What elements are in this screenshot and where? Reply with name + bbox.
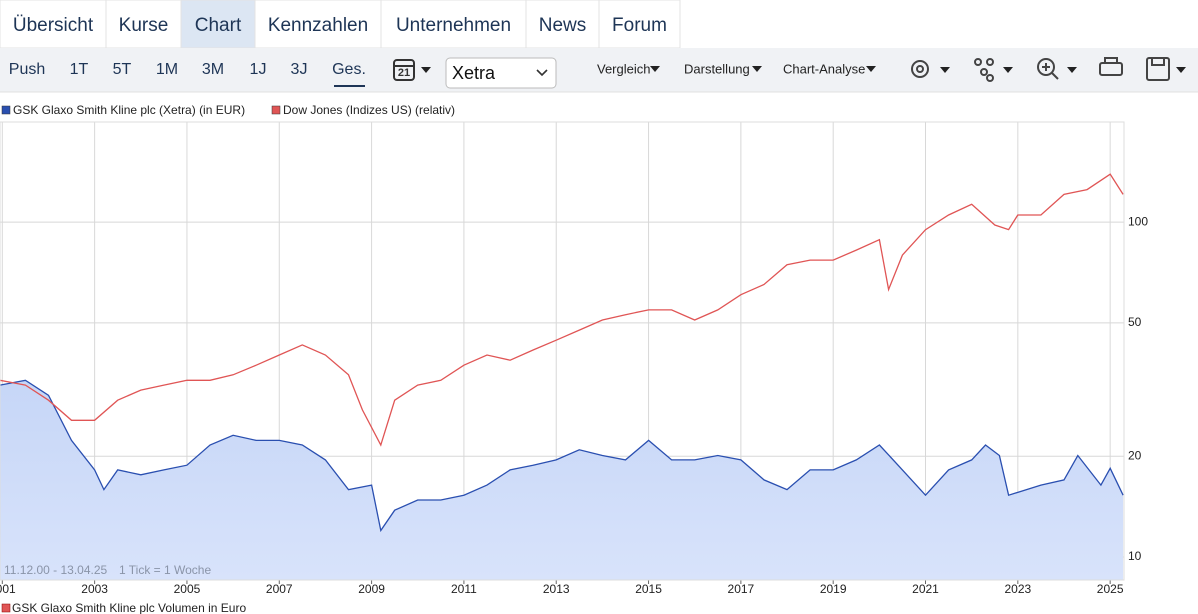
range-button[interactable]: 1J <box>250 61 267 78</box>
x-tick-label: 2011 <box>451 582 477 596</box>
tab-label: Kennzahlen <box>268 15 368 36</box>
y-tick-label: 50 <box>1128 315 1142 329</box>
range-button[interactable]: 1M <box>156 61 178 78</box>
y-tick-label: 100 <box>1128 214 1148 228</box>
range-button[interactable]: 3J <box>291 61 308 78</box>
legend-swatch <box>271 105 281 115</box>
toolbar-icons <box>911 57 1170 82</box>
menu-button[interactable]: Vergleich <box>597 61 650 76</box>
icon-arrows <box>940 67 1186 73</box>
volume-legend-swatch <box>1 603 11 613</box>
tab-label: Forum <box>612 15 667 36</box>
plot-area <box>0 173 1124 580</box>
legend-swatch <box>1 105 11 115</box>
toolbar-items: Push 1T 5T 1M 3M 1J 3J Ges. Vergleich Darstellung… <box>9 61 876 87</box>
exchange-value: Xetra <box>452 63 496 83</box>
range-button[interactable]: Ges. <box>332 61 366 78</box>
range-button[interactable]: 3M <box>202 61 224 78</box>
x-tick-label: 2001 <box>0 582 16 596</box>
x-tick-label: 2015 <box>635 582 662 596</box>
volume-title: GSK Glaxo Smith Kline plc Volumen in Eur… <box>12 601 246 614</box>
menu-button[interactable]: Chart-Analyse <box>783 61 865 76</box>
menu-arrow <box>866 66 876 72</box>
range-button[interactable]: 5T <box>113 61 132 78</box>
tab[interactable] <box>525 0 600 49</box>
dropdown-arrow <box>421 67 431 73</box>
toolbar <box>0 48 1198 92</box>
tick-note: 1 Tick = 1 Woche <box>119 563 211 577</box>
calendar-day: 21 <box>398 67 410 79</box>
tab[interactable] <box>0 0 107 49</box>
range-button[interactable]: Push <box>9 61 45 78</box>
tab-label: Unternehmen <box>396 15 511 36</box>
range-button[interactable]: 1T <box>70 61 89 78</box>
x-tick-label: 2025 <box>1097 582 1124 596</box>
x-tick-label: 2019 <box>820 582 847 596</box>
x-tick-label: 2013 <box>543 582 570 596</box>
select-arrow <box>536 69 548 77</box>
tab-label: Übersicht <box>13 15 94 36</box>
line <box>0 173 1124 447</box>
menu-arrow <box>752 66 762 72</box>
line <box>0 379 1124 533</box>
legend-label[interactable]: GSK Glaxo Smith Kline plc (Xetra) (in EU… <box>13 103 245 117</box>
x-tick-label: 2021 <box>912 582 939 596</box>
menu-button[interactable]: Darstellung <box>684 61 750 76</box>
x-tick-label: 2023 <box>1004 582 1031 596</box>
y-tick-label: 20 <box>1128 448 1142 462</box>
tab-label: Chart <box>195 15 242 36</box>
tab-bar: Übersicht Kurse Chart Kennzahlen Unternehmen… <box>0 0 681 49</box>
active-underline <box>334 85 365 87</box>
x-tick-label: 2007 <box>266 582 293 596</box>
legend-label[interactable]: Dow Jones (Indizes US) (relativ) <box>283 103 455 117</box>
share-icon[interactable] <box>974 58 982 66</box>
area <box>0 380 1124 580</box>
exchange-select[interactable] <box>445 57 557 89</box>
chart: 10 20 50 100 2001 2003 2005 2007 2009 2011 2013 201… <box>0 103 1148 596</box>
menu-arrow <box>650 66 660 72</box>
x-tick-label: 2005 <box>174 582 201 596</box>
period-text: 11.12.00 - 13.04.25 <box>4 563 108 577</box>
x-tick-label: 2009 <box>358 582 385 596</box>
calendar-icon <box>393 59 415 81</box>
settings-icon[interactable] <box>911 60 929 78</box>
tab[interactable] <box>380 0 527 49</box>
zoom-icon[interactable] <box>1037 58 1055 76</box>
tab[interactable] <box>180 0 256 49</box>
plot-frame <box>0 121 1125 581</box>
y-tick-label: 10 <box>1128 549 1142 563</box>
tab-label: Kurse <box>119 15 169 36</box>
tab-label: News <box>539 15 587 36</box>
x-tick-label: 2003 <box>81 582 108 596</box>
x-tick-label: 2017 <box>728 582 755 596</box>
